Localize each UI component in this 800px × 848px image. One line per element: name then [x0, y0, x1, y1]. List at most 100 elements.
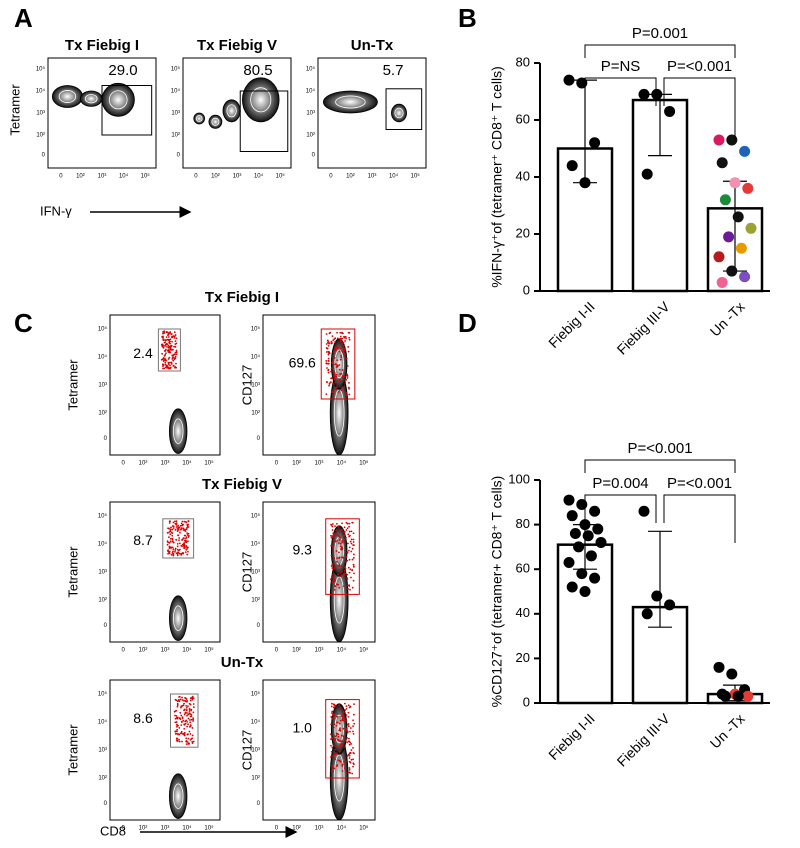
event-dot: [330, 756, 332, 758]
event-dot: [325, 343, 328, 345]
event-dot: [168, 522, 171, 524]
event-dot: [339, 331, 342, 334]
y-tick-label: 10²: [251, 776, 260, 782]
event-dot: [181, 545, 183, 548]
event-dot: [345, 560, 348, 563]
event-dot: [349, 730, 351, 733]
event-dot: [340, 340, 343, 343]
y-tick-label: 10³: [98, 748, 107, 754]
y-tick-label: 10²: [36, 133, 45, 139]
event-dot: [327, 371, 330, 374]
event-dot: [185, 704, 188, 707]
y-tick-label: 10⁵: [251, 326, 261, 333]
event-dot: [168, 527, 170, 530]
event-dot: [163, 341, 166, 344]
event-dot: [348, 331, 351, 334]
event-dot: [175, 520, 178, 523]
event-dot: [345, 378, 347, 381]
event-dot: [339, 542, 342, 545]
event-dot: [174, 550, 176, 553]
event-dot: [326, 362, 328, 365]
event-dot: [332, 355, 335, 358]
x-tick-label: 0: [275, 461, 279, 467]
event-dot: [166, 543, 169, 546]
event-dot: [186, 700, 189, 702]
y-tick-label: 10⁴: [98, 719, 108, 726]
event-dot: [346, 723, 349, 726]
event-dot: [167, 344, 170, 347]
data-point: [569, 528, 581, 540]
event-dot: [352, 758, 354, 761]
event-dot: [189, 738, 192, 741]
event-dot: [166, 531, 169, 534]
event-dot: [334, 348, 337, 351]
event-dot: [347, 566, 350, 569]
event-dot: [167, 362, 170, 365]
event-dot: [180, 705, 183, 708]
data-point: [576, 77, 588, 89]
event-dot: [332, 339, 335, 342]
event-dot: [188, 725, 191, 728]
x-tick-label: 10⁴: [182, 460, 192, 467]
event-dot: [345, 337, 347, 340]
event-dot: [344, 739, 347, 742]
event-dot: [343, 756, 346, 759]
event-dot: [348, 737, 350, 740]
x-tick-label: Fiebig I-II: [545, 298, 598, 351]
event-dot: [161, 352, 164, 355]
event-dot: [176, 728, 179, 731]
event-dot: [343, 347, 346, 350]
event-dot: [174, 730, 177, 733]
event-dot: [183, 709, 185, 712]
gate: [325, 518, 360, 595]
plot-title: Un-Tx: [351, 37, 394, 54]
data-point: [735, 242, 747, 254]
event-dot: [341, 369, 344, 371]
y-tick-label: 20: [516, 225, 530, 240]
data-point: [638, 505, 650, 517]
event-dot: [343, 569, 346, 572]
event-dot: [180, 714, 183, 717]
event-dot: [335, 752, 338, 755]
event-dot: [351, 558, 354, 561]
event-dot: [338, 368, 341, 371]
event-dot: [337, 573, 339, 576]
density-contour: [322, 90, 378, 114]
p-value: P=<0.001: [667, 475, 732, 492]
event-dot: [171, 540, 174, 543]
event-dot: [345, 707, 348, 710]
event-dot: [348, 525, 351, 528]
event-dot: [331, 574, 334, 576]
event-dot: [335, 388, 338, 391]
event-dot: [330, 391, 333, 393]
event-dot: [173, 331, 176, 334]
event-dot: [335, 550, 338, 552]
x-tick-label: 10⁵: [359, 825, 369, 832]
data-point: [723, 231, 735, 243]
plot-title: Tx Fiebig I: [65, 37, 139, 54]
event-dot: [341, 528, 344, 531]
data-point: [729, 177, 741, 189]
event-dot: [176, 724, 179, 727]
x-tick-label: 10⁴: [389, 173, 399, 180]
event-dot: [348, 336, 351, 339]
event-dot: [182, 551, 184, 554]
density-contour: [168, 595, 188, 641]
event-dot: [348, 530, 351, 533]
event-dot: [183, 529, 186, 532]
event-dot: [334, 340, 337, 343]
x-tick-label: 10²: [346, 174, 355, 180]
data-point: [732, 211, 744, 223]
event-dot: [189, 715, 192, 718]
event-dot: [345, 555, 348, 558]
event-dot: [336, 533, 339, 536]
gate: [170, 693, 199, 748]
event-dot: [334, 525, 336, 528]
event-dot: [185, 536, 188, 539]
event-dot: [188, 730, 191, 733]
event-dot: [341, 770, 344, 772]
event-dot: [179, 732, 182, 735]
event-dot: [346, 365, 349, 367]
bracket: [584, 77, 657, 106]
event-dot: [176, 717, 179, 720]
